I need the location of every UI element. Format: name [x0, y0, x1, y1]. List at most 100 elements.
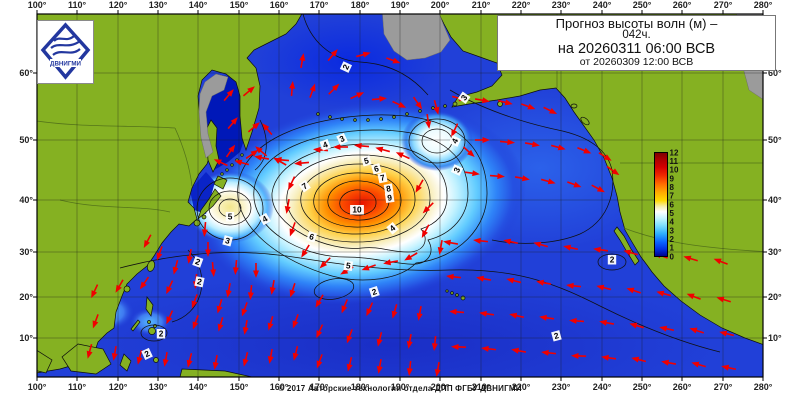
lon-label-bottom: 120° [109, 382, 128, 392]
wave-arrow-head [629, 322, 638, 329]
contour-label-bg [368, 286, 380, 298]
wave-arrow-head [451, 129, 458, 138]
wave-arrow [341, 299, 348, 314]
lat-label-left: 40° [19, 195, 33, 205]
tick-layer [33, 10, 767, 381]
logo-text: ДВНИГМИ [50, 61, 81, 68]
lat-label-left: 60° [19, 68, 33, 78]
wave-arrow-head [255, 146, 263, 154]
wave-arrow-head [226, 89, 234, 97]
wave-arrow-head [541, 349, 549, 356]
wave-arrow-head [623, 249, 632, 256]
wave-arrow-head [284, 205, 291, 214]
wave-arrow [511, 347, 527, 354]
wave-arrow [591, 184, 605, 193]
wave-arrow-head [497, 173, 505, 180]
wave-arrow-head [330, 49, 338, 57]
lon-label-bottom: 260° [673, 382, 692, 392]
wave-arrow-head [563, 244, 572, 251]
wave-arrow [686, 293, 701, 300]
contour-label: 4 [386, 221, 399, 235]
wave-arrow [292, 314, 299, 329]
wave-arrow [721, 364, 737, 371]
wave-arrow-head [362, 51, 371, 58]
lon-label-bottom: 270° [714, 382, 733, 392]
wave-arrow-head [292, 320, 299, 329]
wave-arrow [431, 335, 438, 351]
contour-label-text: 10 [352, 205, 362, 215]
wave-arrow-head [267, 322, 274, 331]
wave-arrow [716, 296, 731, 303]
wave-arrow-head [557, 144, 566, 151]
colorbar-tick-label: 2 [670, 235, 675, 244]
lon-label-top: 240° [593, 0, 612, 10]
wave-arrow-head [376, 365, 383, 374]
wave-arrow [361, 264, 376, 271]
dvnigmi-logo: ДВНИГМИ [37, 20, 94, 84]
contour-label-bg [156, 329, 166, 339]
wave-arrow [186, 248, 193, 264]
wave-arrow [315, 294, 324, 308]
wave-arrow [421, 224, 430, 238]
wave-arrow [631, 356, 647, 363]
wave-arrow [563, 244, 579, 251]
lon-label-top: 170° [310, 0, 329, 10]
wave-arrow-head [716, 296, 725, 303]
wave-arrow-head [422, 205, 431, 214]
wave-arrow-head [506, 277, 515, 284]
title-line-3: на 20260311 06:00 ВСВ [557, 41, 716, 57]
wave-arrow-head [172, 266, 179, 275]
lon-label-bottom: 190° [391, 382, 410, 392]
wave-arrow [661, 359, 677, 366]
sulawesi-island [119, 353, 132, 372]
contour-label-bg [343, 260, 354, 272]
contour-label: 4 [448, 135, 462, 147]
contour-label-bg [225, 212, 235, 222]
wave-arrow-head [434, 368, 441, 377]
wave-arrow [232, 259, 239, 275]
wave-arrow-head [254, 154, 263, 161]
wave-arrow [319, 257, 331, 269]
wave-arrow-head [292, 352, 299, 361]
contour-label-bg [306, 231, 318, 243]
wave-arrow [242, 86, 255, 97]
contour-label-text: 5 [228, 212, 233, 222]
wave-arrow-head [449, 308, 457, 315]
wave-arrow-head [601, 354, 609, 361]
contour-label-bg [141, 347, 153, 361]
wave-arrow-head [361, 264, 370, 271]
wave-arrow-head [213, 159, 222, 166]
wave-arrow-head [531, 141, 540, 148]
wave-arrow [292, 345, 299, 361]
map-frame [36, 13, 764, 378]
wave-arrow-head [421, 229, 428, 238]
wave-arrow-head [205, 249, 211, 257]
contour-label-bg [350, 205, 364, 215]
wave-arrow [464, 170, 480, 177]
contour-label-text: 3 [451, 165, 462, 174]
lon-label-bottom: 250° [633, 382, 652, 392]
lon-label-top: 230° [552, 0, 571, 10]
wave-arrow [474, 97, 490, 104]
wave-arrow-head [143, 239, 150, 248]
contour-label: 3 [457, 91, 471, 104]
wave-direction-arrows [86, 49, 737, 377]
wave-arrow [333, 144, 348, 150]
lon-label-top: 100° [28, 0, 47, 10]
wave-arrow-head [686, 293, 695, 300]
wave-arrow-head [288, 182, 295, 191]
wave-arrow [289, 222, 296, 237]
lon-label-bottom: 110° [68, 382, 87, 392]
wave-arrow [143, 234, 152, 248]
wave-arrow [412, 96, 423, 110]
contour-label: 2 [141, 347, 153, 361]
wave-arrow [166, 280, 174, 295]
wave-arrow [425, 113, 432, 129]
wave-arrow-head [689, 327, 698, 334]
contour-label: 2 [551, 330, 562, 342]
wave-arrow [247, 122, 260, 133]
wave-arrow [245, 149, 259, 160]
wave-arrow [92, 314, 99, 329]
contour-label-text: 4 [260, 213, 269, 224]
wave-arrow [212, 354, 219, 370]
